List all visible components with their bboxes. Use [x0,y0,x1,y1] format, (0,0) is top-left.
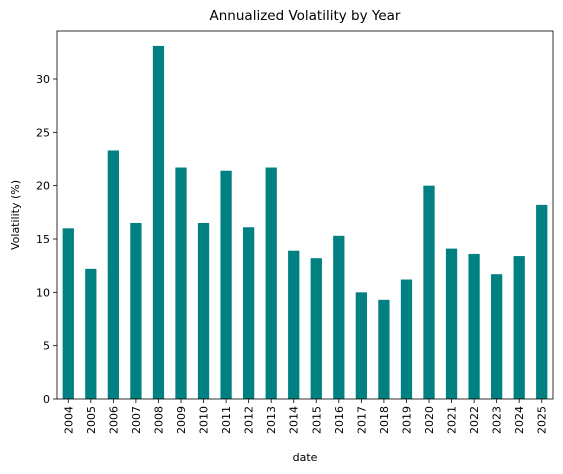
x-axis: 2004 2005 2006 2007 2008 2009 2010 2011 2012 2013… [62,399,549,434]
y-tick-label-15: 15 [36,233,50,246]
x-tick-label-2006: 2006 [107,406,120,434]
bar-2008 [152,45,165,400]
x-tick-label-2007: 2007 [130,406,143,434]
x-tick-label-2025: 2025 [536,406,549,434]
bar-2005 [85,268,97,399]
bar-2017 [355,292,367,399]
x-tick-label-2005: 2005 [85,406,98,434]
bar-2011 [220,170,232,399]
bar-2023 [491,274,503,399]
x-tick-label-2008: 2008 [152,406,165,434]
x-tick-label-2024: 2024 [513,406,526,434]
y-tick-label-0: 0 [43,393,50,406]
y-tick-label-10: 10 [36,286,50,299]
x-tick-label-2018: 2018 [378,406,391,434]
y-tick-label-25: 25 [36,126,50,139]
x-tick-label-2015: 2015 [310,406,323,434]
y-tick-label-20: 20 [36,180,50,193]
bar-2013 [265,167,277,399]
x-tick-label-2012: 2012 [243,406,256,434]
x-tick-label-2004: 2004 [62,406,75,434]
x-tick-label-2013: 2013 [265,406,278,434]
bar-2007 [130,223,142,399]
x-tick-label-2023: 2023 [491,406,504,434]
x-tick-label-2021: 2021 [446,406,459,434]
x-tick-label-2011: 2011 [220,406,233,434]
y-axis-label: Volatility (%) [9,180,22,250]
bar-2012 [243,227,255,399]
bar-2024 [513,256,525,399]
x-tick-label-2014: 2014 [288,406,301,434]
bar-2025 [536,204,548,399]
x-axis-label: date [293,451,318,464]
y-axis: 0 5 10 15 20 25 30 [36,73,57,406]
bar-2004 [62,228,74,399]
x-tick-label-2019: 2019 [400,406,413,434]
chart-title: Annualized Volatility by Year [210,8,401,24]
bar-2021 [445,248,458,399]
bar-2018 [378,299,390,399]
x-tick-label-2016: 2016 [333,406,346,434]
bar-2015 [310,258,322,399]
x-tick-label-2017: 2017 [355,406,368,434]
x-tick-label-2022: 2022 [468,406,481,434]
bar-2022 [468,253,480,399]
bar-2006 [107,150,119,399]
bar-2009 [175,167,187,399]
x-tick-label-2020: 2020 [423,406,436,434]
bar-2016 [333,235,345,399]
x-tick-label-2009: 2009 [175,406,188,434]
bar-2014 [288,250,300,399]
bar-2020 [423,185,435,399]
plot-frame [56,30,554,400]
bars-group [62,45,548,400]
bar-2010 [197,223,210,399]
y-tick-label-5: 5 [43,340,50,353]
x-tick-label-2010: 2010 [198,406,211,434]
bar-2019 [400,279,413,399]
y-tick-label-30: 30 [36,73,50,86]
